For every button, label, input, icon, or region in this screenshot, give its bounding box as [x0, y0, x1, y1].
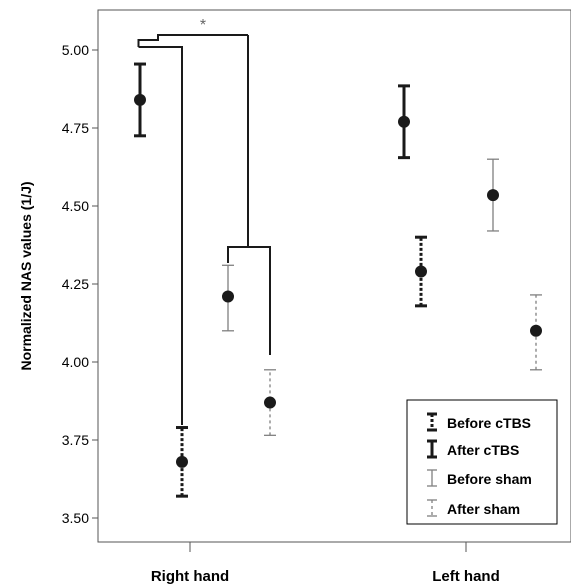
- legend-label: After sham: [447, 501, 520, 517]
- data-point-before-sham: [222, 290, 234, 303]
- data-point-before-sham: [487, 189, 499, 202]
- data-point-after-ctbs: [398, 115, 410, 128]
- y-tick-label: 3.75: [62, 432, 89, 448]
- significance-star: *: [200, 17, 206, 34]
- legend: Before cTBS After cTBS Before sham After sh…: [406, 399, 558, 525]
- data-point-before-ctbs: [415, 265, 427, 278]
- y-tick-label: 4.25: [62, 276, 89, 292]
- legend-item: After sham: [427, 499, 520, 517]
- bracket-inner: [227, 246, 271, 355]
- x-axis: Right hand Left hand: [151, 542, 500, 585]
- data-point-after-sham: [530, 324, 542, 337]
- legend-label: Before sham: [447, 471, 532, 487]
- error-bar-before-ctbs: [415, 235, 427, 308]
- bracket-before-ctbs-line: [138, 46, 183, 425]
- axes: [97, 9, 571, 543]
- y-axis: 3.50 3.75 4.00 4.25 4.50 4.75 5.00: [62, 42, 98, 526]
- data-point-after-sham: [264, 396, 276, 409]
- x-tick-label: Right hand: [151, 568, 229, 585]
- legend-label: After cTBS: [447, 442, 519, 458]
- plot-frame: [97, 9, 571, 543]
- y-tick-label: 4.50: [62, 198, 89, 214]
- legend-item: After cTBS: [427, 439, 519, 459]
- y-tick-label: 5.00: [62, 42, 89, 58]
- y-tick-label: 4.00: [62, 354, 89, 370]
- legend-item: Before sham: [427, 469, 532, 487]
- y-tick-label: 3.50: [62, 510, 89, 526]
- x-tick-label: Left hand: [432, 568, 500, 585]
- bracket-outer-left: [137, 34, 248, 47]
- error-bar-before-ctbs: [176, 426, 188, 498]
- legend-item: Before cTBS: [427, 412, 531, 432]
- y-axis-title: Normalized NAS values (1/J): [18, 181, 34, 370]
- data-point-after-ctbs: [134, 93, 146, 106]
- legend-label: Before cTBS: [447, 415, 531, 431]
- data-point-before-ctbs: [176, 455, 188, 468]
- significance-brackets: *: [137, 17, 271, 425]
- data-points: [134, 62, 542, 498]
- y-tick-label: 4.75: [62, 120, 89, 136]
